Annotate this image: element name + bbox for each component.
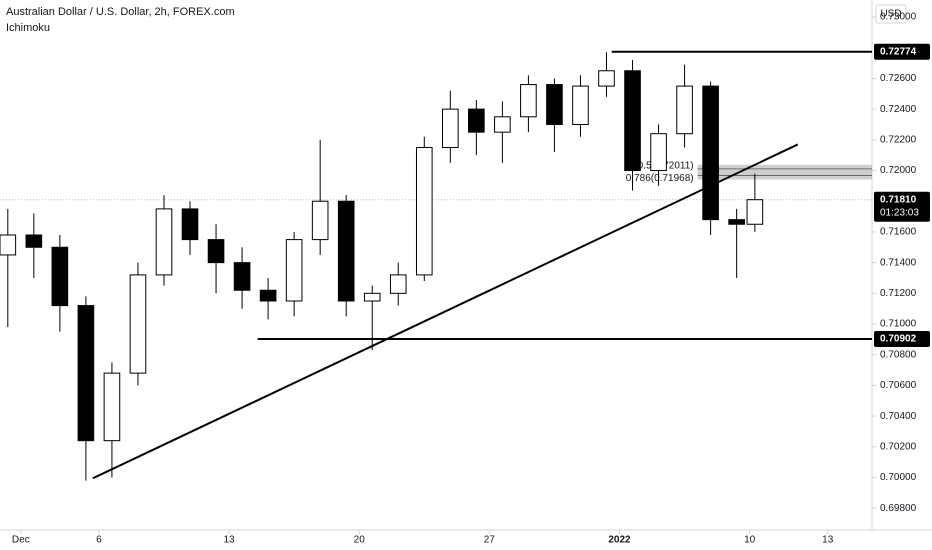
x-tick-label: 27 <box>484 535 496 546</box>
y-tick-label: 0.72000 <box>880 165 917 176</box>
y-tick-label: 0.72200 <box>880 134 917 145</box>
currency: USD <box>880 9 901 20</box>
candle-body <box>389 274 407 294</box>
x-tick-label: 13 <box>224 535 236 546</box>
x-tick-label: 6 <box>96 535 102 546</box>
indicator-name[interactable]: Ichimoku <box>6 22 50 34</box>
candle-body <box>181 208 199 241</box>
candle-body <box>103 372 121 442</box>
candle-body <box>546 84 563 125</box>
plot: 0.73000 0.72600 0.72400 0.72200 0.72000 0.716… <box>0 12 930 546</box>
candle-body <box>624 70 641 172</box>
y-tick-label: 0.70600 <box>880 380 917 391</box>
candle-body <box>650 133 667 172</box>
candle-body <box>572 85 589 125</box>
candle-body <box>77 305 95 442</box>
candle-body <box>702 85 719 221</box>
candle-body <box>207 239 225 264</box>
x-tick-label: 20 <box>354 535 366 546</box>
y-tick-label: 0.69800 <box>880 503 917 514</box>
candle-body <box>25 234 43 248</box>
trendline <box>92 143 799 480</box>
last-price-label: 0.71810 <box>880 194 917 205</box>
countdown: 01:23:03 <box>880 207 919 218</box>
y-tick-label: 0.71600 <box>880 227 917 238</box>
y-tick-label: 0.72400 <box>880 104 917 115</box>
y-tick-label: 0.70400 <box>880 411 917 422</box>
candle-body <box>155 208 173 276</box>
candle-body <box>311 200 329 241</box>
candle-body <box>51 246 69 307</box>
fib-zone <box>697 164 872 180</box>
candle-body <box>415 147 433 276</box>
y-tick-label: 0.71200 <box>880 288 917 299</box>
candle-body <box>676 85 693 135</box>
y-tick-label: 0.70000 <box>880 472 917 483</box>
candle-body <box>520 84 537 118</box>
candle-body <box>494 116 511 133</box>
x-tick-label: 10 <box>744 535 756 546</box>
candle-body <box>442 108 459 149</box>
y-tick-label: 0.71400 <box>880 257 917 268</box>
x-tick-label: 13 <box>822 535 834 546</box>
candle-body <box>285 239 303 302</box>
candle-body <box>728 219 745 225</box>
currency-box[interactable] <box>875 4 907 24</box>
last-price-box <box>874 191 930 222</box>
chart-title: Australian Dollar / U.S. Dollar, 2h, FOR… <box>6 6 235 18</box>
candle-body <box>746 199 764 225</box>
candle-body <box>0 234 17 256</box>
candle-body <box>129 274 147 374</box>
y-tick-label: 0.73000 <box>880 12 917 23</box>
candle-body <box>468 108 485 133</box>
y-tick-label: 0.71000 <box>880 319 917 330</box>
candle-body <box>363 292 381 302</box>
x-tick-label: 2022 <box>608 535 631 546</box>
level-price-label: 0.72774 <box>880 46 917 57</box>
level-price-box <box>874 43 930 60</box>
y-tick-label: 0.72600 <box>880 73 917 84</box>
candle-body <box>233 262 251 291</box>
y-tick-label: 0.70800 <box>880 349 917 360</box>
x-tick-label: Dec <box>12 535 30 546</box>
level-price-box <box>874 331 930 348</box>
level-price-label: 0.70902 <box>880 334 917 345</box>
y-tick-label: 0.70200 <box>880 441 917 452</box>
candle-body <box>259 289 277 302</box>
candle-body <box>337 200 355 302</box>
fib-label: 0.786(0.71968) <box>626 173 694 184</box>
candle-body <box>598 70 615 87</box>
